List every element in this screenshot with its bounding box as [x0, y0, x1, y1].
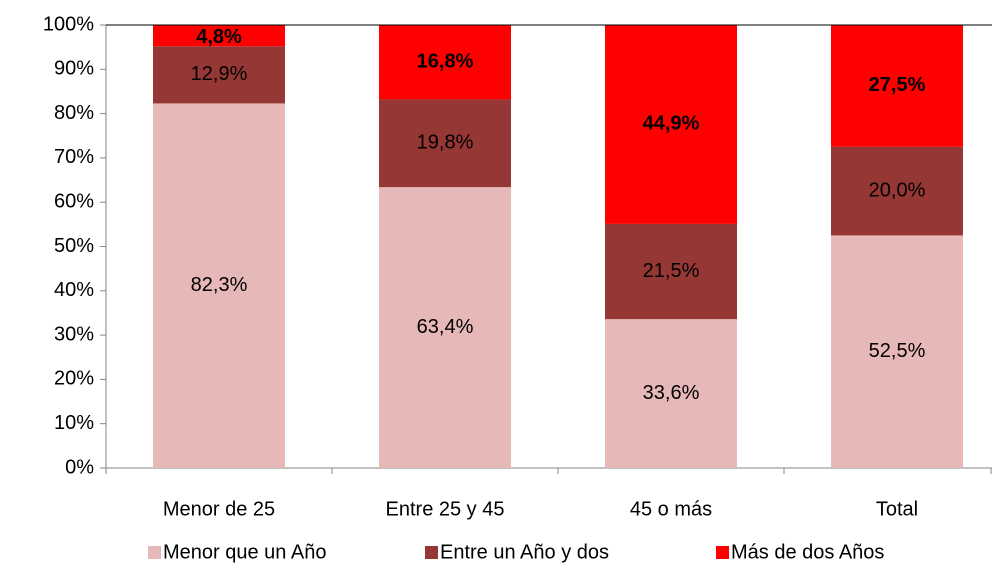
data-label: 20,0%	[869, 179, 926, 201]
legend-swatch	[148, 546, 161, 559]
bar-segment	[379, 99, 511, 188]
legend-label: Más de dos Años	[731, 541, 884, 563]
legend-label: Entre un Año y dos	[440, 541, 609, 563]
bar-segment	[605, 223, 737, 320]
y-tick-label: 90%	[54, 58, 94, 80]
x-tick-label: Total	[876, 498, 918, 520]
y-tick-label: 40%	[54, 279, 94, 301]
legend-swatch	[716, 546, 729, 559]
bar-segment	[379, 25, 511, 100]
legend-label: Menor que un Año	[163, 541, 326, 563]
y-tick-label: 30%	[54, 323, 94, 345]
legend-swatch	[425, 546, 438, 559]
data-label: 52,5%	[869, 340, 926, 362]
bar-segment	[831, 235, 963, 468]
data-label: 33,6%	[643, 382, 700, 404]
bar-segment	[605, 25, 737, 224]
y-tick-label: 100%	[43, 13, 94, 35]
data-label: 12,9%	[191, 63, 248, 85]
data-label: 82,3%	[191, 274, 248, 296]
x-tick-label: Entre 25 y 45	[386, 498, 505, 520]
data-label: 44,9%	[643, 113, 700, 135]
bar-segment	[831, 146, 963, 236]
data-label: 16,8%	[417, 50, 474, 72]
y-tick-label: 80%	[54, 102, 94, 124]
bar-segment	[153, 103, 285, 468]
y-tick-label: 50%	[54, 235, 94, 257]
x-tick-label: Menor de 25	[163, 498, 275, 520]
bar-segment	[831, 25, 963, 147]
bar-segment	[153, 46, 285, 104]
y-tick-label: 60%	[54, 190, 94, 212]
data-label: 27,5%	[869, 74, 926, 96]
data-label: 63,4%	[417, 316, 474, 338]
y-tick-label: 70%	[54, 146, 94, 168]
data-label: 21,5%	[643, 260, 700, 282]
x-tick-label: 45 o más	[630, 498, 712, 520]
y-tick-label: 0%	[65, 456, 94, 478]
y-tick-label: 10%	[54, 412, 94, 434]
y-tick-label: 20%	[54, 368, 94, 390]
data-label: 4,8%	[196, 26, 242, 48]
bar-segment	[605, 319, 737, 468]
bar-segment	[153, 25, 285, 47]
data-label: 19,8%	[417, 132, 474, 154]
bar-segment	[379, 187, 511, 468]
